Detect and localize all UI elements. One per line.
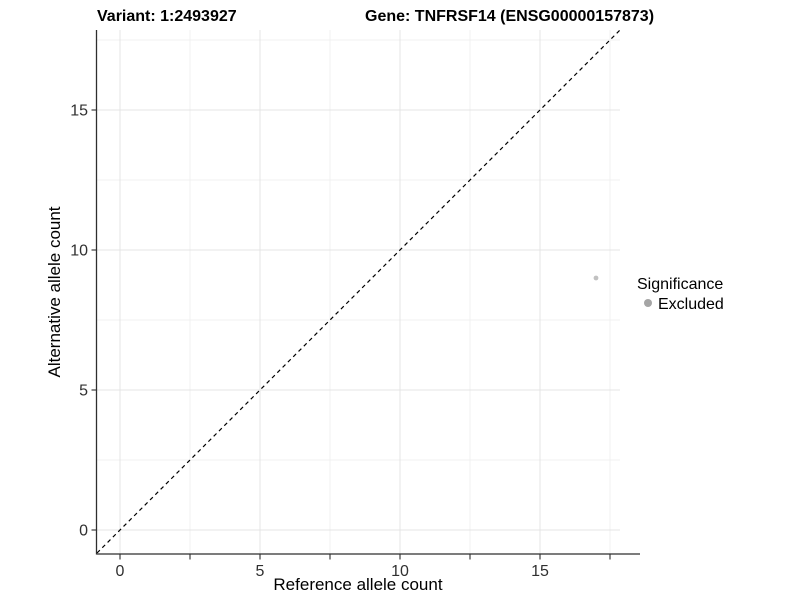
x-tick-labels: 0 5 10 15 [116,563,549,580]
y-tick-label: 10 [70,243,88,260]
plot-title-variant: Variant: 1:2493927 [97,8,237,25]
y-tick-marks [91,109,97,531]
y-tick-label: 5 [79,383,88,400]
legend: Significance Excluded [637,276,724,313]
legend-entry-label: Excluded [658,296,724,313]
x-tick-marks [119,554,611,560]
major-gridlines [97,30,620,554]
legend-key-point-icon [644,299,652,307]
identity-reference-line [96,28,622,554]
data-point-excluded [593,275,599,281]
minor-gridlines [97,30,620,554]
legend-title: Significance [637,276,723,293]
x-tick-label: 5 [256,563,265,580]
y-tick-label: 0 [79,523,88,540]
x-tick-label: 0 [116,563,125,580]
y-tick-label: 15 [70,103,88,120]
y-tick-labels: 0 5 10 15 [70,103,88,540]
y-axis-title: Alternative allele count [45,206,64,377]
x-tick-label: 10 [391,563,409,580]
plot-title-gene: Gene: TNFRSF14 (ENSG00000157873) [365,8,654,25]
x-axis-title: Reference allele count [273,575,442,594]
x-tick-label: 15 [531,563,549,580]
axis-lines [95,30,640,555]
